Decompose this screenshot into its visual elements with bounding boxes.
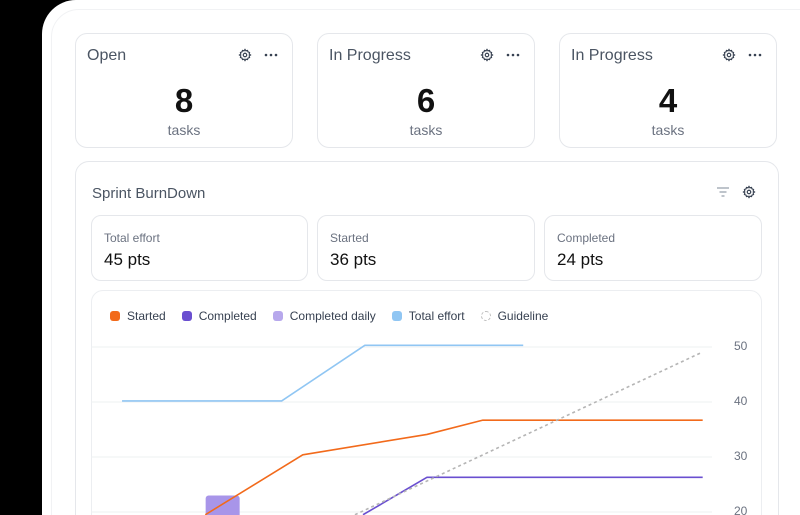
- legend-swatch-icon: [391, 311, 402, 321]
- stat-card-value: 4: [658, 82, 678, 119]
- chart-title: Sprint BurnDown: [92, 185, 206, 202]
- stat-card-title: In Progress: [571, 47, 653, 64]
- legend-swatch-dashed-icon: [480, 311, 491, 321]
- y-tick-label: 40: [734, 394, 748, 408]
- legend-label: Total effort: [408, 309, 465, 323]
- stat-card-title: Open: [87, 47, 127, 64]
- legend-item-started[interactable]: Started: [110, 309, 166, 323]
- stat-card-open: Open 8 tasks: [75, 33, 293, 148]
- legend-item-completed[interactable]: Completed: [181, 309, 257, 323]
- metric-value: 45 pts: [104, 250, 151, 269]
- legend-label: Completed daily: [289, 309, 376, 323]
- stat-card-value: 6: [416, 82, 436, 119]
- metric-completed: Completed 24 pts: [544, 215, 762, 281]
- metric-label: Completed: [557, 231, 616, 245]
- stat-card-title: In Progress: [329, 47, 411, 64]
- more-horizontal-icon[interactable]: [506, 53, 520, 57]
- legend-swatch-icon: [110, 311, 120, 321]
- legend-item-completed-daily[interactable]: Completed daily: [272, 309, 376, 323]
- gear-icon[interactable]: [742, 185, 756, 199]
- sprint-burndown-card: Sprint BurnDown Total effort 45 pts Star…: [75, 161, 779, 515]
- stat-card-value: 8: [174, 82, 194, 119]
- stat-card-unit: tasks: [167, 122, 201, 138]
- gear-icon[interactable]: [238, 48, 252, 62]
- legend-label: Completed: [198, 309, 257, 323]
- more-horizontal-icon[interactable]: [748, 53, 762, 57]
- legend-item-total-effort[interactable]: Total effort: [391, 309, 465, 323]
- metric-label: Started: [330, 231, 369, 245]
- metric-started: Started 36 pts: [317, 215, 535, 281]
- content-panel: [51, 9, 800, 515]
- filter-icon[interactable]: [716, 186, 730, 198]
- y-tick-label: 20: [734, 504, 748, 515]
- legend-swatch-icon: [272, 311, 283, 321]
- legend-item-guideline[interactable]: Guideline: [480, 309, 549, 323]
- metric-label: Total effort: [104, 231, 160, 245]
- gear-icon[interactable]: [480, 48, 494, 62]
- metric-value: 36 pts: [330, 250, 377, 269]
- legend-label: Started: [127, 309, 166, 323]
- y-tick-label: 30: [734, 449, 748, 463]
- stat-card-unit: tasks: [409, 122, 443, 138]
- legend-label: Guideline: [497, 309, 549, 323]
- chart-legend: Started Completed Completed daily Total …: [110, 309, 548, 323]
- metric-value: 24 pts: [557, 250, 604, 269]
- stat-card-in-progress: In Progress 6 tasks: [317, 33, 535, 148]
- chart-plot-area: Started Completed Completed daily Total …: [91, 290, 762, 515]
- legend-swatch-icon: [181, 311, 192, 321]
- more-horizontal-icon[interactable]: [264, 53, 278, 57]
- stat-card-unit: tasks: [651, 122, 685, 138]
- stat-card-in-progress-2: In Progress 4 tasks: [559, 33, 777, 148]
- metric-total-effort: Total effort 45 pts: [91, 215, 308, 281]
- gear-icon[interactable]: [722, 48, 736, 62]
- y-tick-label: 50: [734, 339, 748, 353]
